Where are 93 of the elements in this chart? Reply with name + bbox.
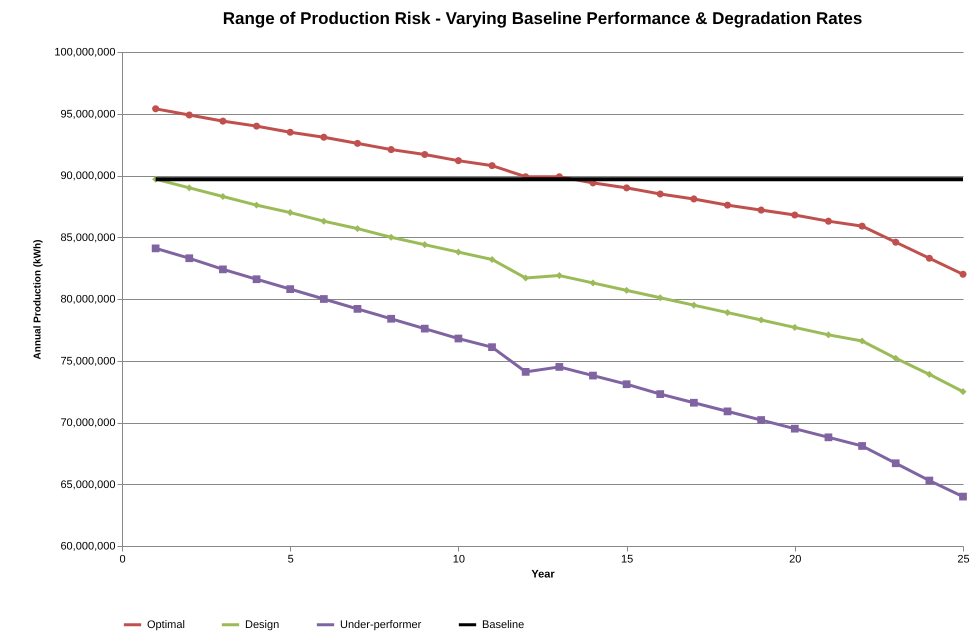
point — [926, 370, 933, 378]
point — [758, 206, 765, 214]
point — [926, 254, 933, 262]
point — [690, 195, 698, 202]
x-tick-label: 20 — [789, 554, 802, 566]
point — [219, 192, 226, 200]
legend-label: Under-performer — [340, 618, 422, 631]
point — [420, 324, 429, 333]
x-tick-label: 10 — [452, 554, 466, 566]
point — [959, 270, 967, 278]
point — [556, 272, 563, 280]
y-tick-label: 85,000,000 — [60, 232, 116, 244]
point — [623, 286, 630, 294]
y-tick-label: 60,000,000 — [60, 540, 116, 552]
point — [320, 218, 328, 225]
point — [186, 184, 193, 192]
point — [488, 256, 496, 264]
point — [858, 442, 866, 450]
y-tick-label: 80,000,000 — [60, 294, 116, 306]
point — [824, 218, 832, 225]
point — [354, 140, 362, 147]
legend-label: Optimal — [147, 618, 185, 631]
point — [522, 368, 530, 376]
point — [387, 314, 395, 323]
x-tick-label: 25 — [957, 554, 970, 566]
x-tick-label: 0 — [119, 554, 126, 566]
point — [589, 372, 597, 380]
point — [925, 476, 934, 484]
point — [454, 157, 462, 164]
point — [219, 265, 227, 274]
point — [959, 492, 967, 500]
legend-label: Baseline — [482, 618, 524, 631]
y-tick-label: 70,000,000 — [60, 417, 116, 429]
point — [791, 211, 798, 219]
point — [388, 234, 395, 241]
point — [488, 162, 496, 170]
point — [724, 309, 732, 316]
point — [589, 279, 596, 286]
point — [690, 398, 698, 407]
point — [286, 128, 294, 136]
point — [824, 433, 832, 442]
point — [892, 459, 900, 468]
point — [388, 146, 395, 154]
y-tick-label: 65,000,000 — [60, 478, 116, 491]
point — [454, 248, 462, 256]
point — [320, 134, 328, 141]
y-tick-label: 90,000,000 — [60, 170, 116, 182]
point — [791, 324, 798, 331]
point — [253, 202, 260, 209]
point — [824, 331, 832, 338]
point — [858, 222, 866, 230]
point — [522, 274, 530, 282]
point — [185, 254, 194, 262]
point — [354, 305, 362, 313]
point — [892, 354, 900, 362]
point — [286, 209, 294, 216]
y-tick-label: 95,000,000 — [60, 108, 116, 120]
y-tick-label: 100,000,000 — [54, 46, 116, 58]
point — [656, 390, 664, 398]
point — [858, 337, 866, 345]
point — [253, 122, 260, 130]
chart-title: Range of Production Risk - Varying Baseline Performance & Degradation Rates — [222, 9, 862, 28]
x-tick-label: 5 — [288, 554, 294, 566]
x-tick-label: 15 — [620, 554, 634, 566]
point — [421, 150, 428, 158]
point — [286, 285, 294, 293]
point — [758, 316, 765, 324]
point — [152, 105, 160, 112]
y-axis-title: Annual Production (kWh) — [32, 240, 44, 360]
y-tick-label: 75,000,000 — [60, 355, 116, 368]
point — [354, 225, 362, 232]
point — [959, 388, 967, 396]
point — [690, 302, 698, 309]
point — [623, 184, 630, 192]
point — [152, 244, 160, 252]
point — [790, 424, 799, 433]
point — [757, 416, 766, 424]
point — [892, 238, 900, 246]
point — [724, 202, 732, 209]
point — [186, 111, 193, 119]
point — [656, 190, 664, 198]
point — [656, 294, 664, 302]
point — [622, 380, 630, 388]
x-axis-title: Year — [531, 568, 556, 580]
point — [252, 275, 260, 284]
point — [454, 334, 462, 342]
point — [488, 343, 496, 352]
point — [421, 241, 428, 248]
legend-label: Design — [245, 618, 280, 631]
point — [219, 118, 226, 125]
point — [320, 295, 328, 303]
point — [724, 408, 732, 416]
point — [555, 363, 564, 371]
